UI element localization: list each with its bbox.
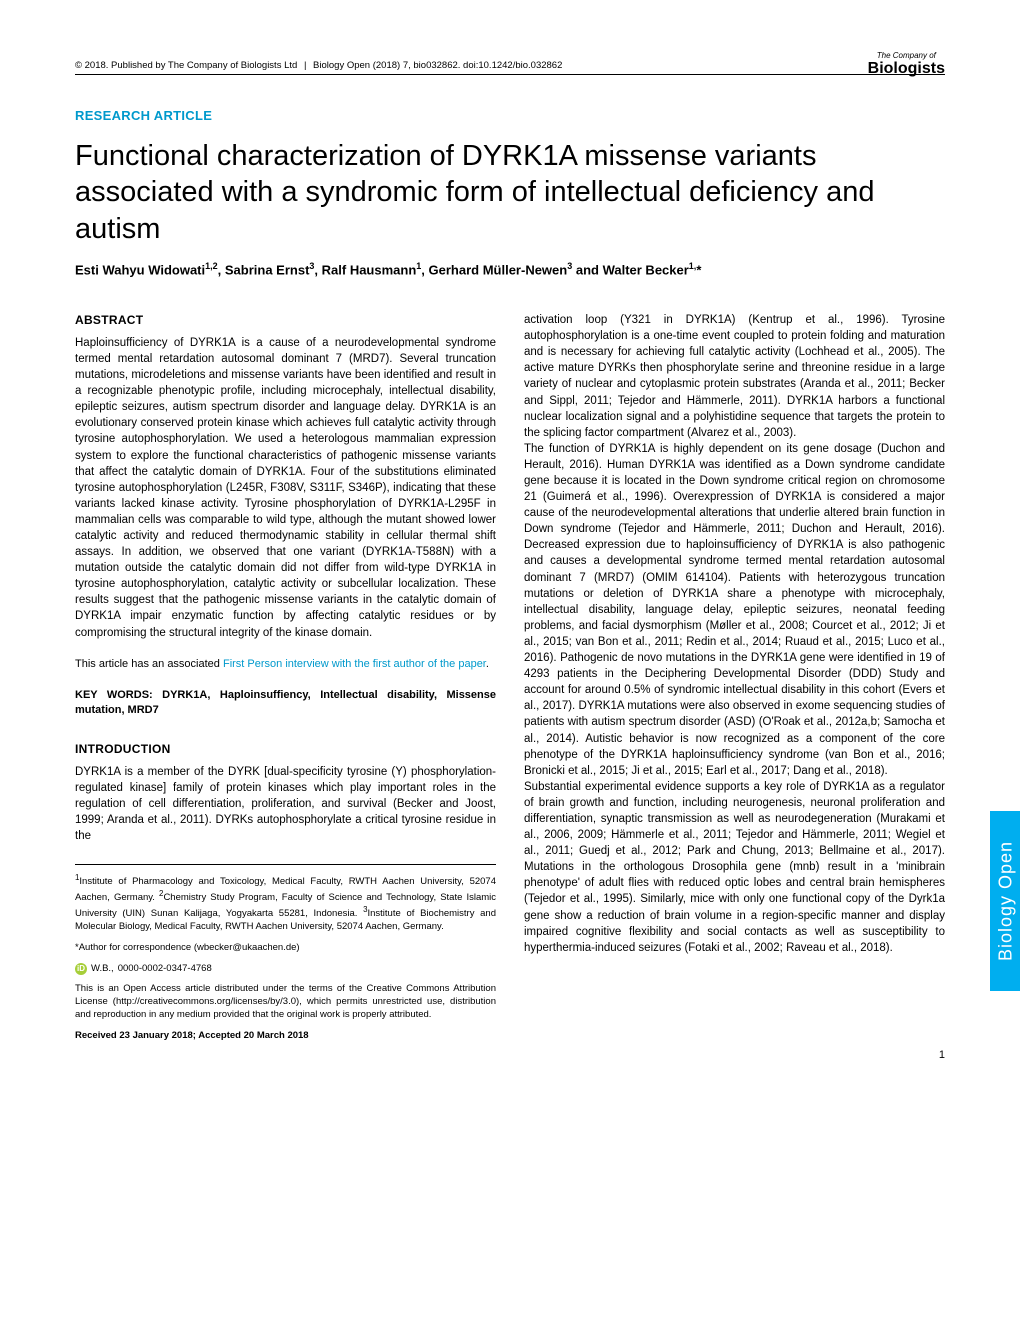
logo-main: Biologists [868, 60, 945, 77]
corresponding-author: *Author for correspondence (wbecker@ukaa… [75, 942, 496, 955]
left-column: ABSTRACT Haploinsufficiency of DYRK1A is… [75, 312, 496, 1051]
received-accepted: Received 23 January 2018; Accepted 20 Ma… [75, 1030, 496, 1043]
keywords: KEY WORDS: DYRK1A, Haploinsuffiency, Int… [75, 688, 496, 719]
orcid-icon: iD [75, 963, 87, 975]
article-title: Functional characterization of DYRK1A mi… [75, 138, 945, 247]
intro-heading: INTRODUCTION [75, 741, 496, 758]
right-column: activation loop (Y321 in DYRK1A) (Kentru… [524, 312, 945, 1051]
authors: Esti Wahyu Widowati1,2, Sabrina Ernst3, … [75, 261, 945, 277]
body-p3: Substantial experimental evidence suppor… [524, 779, 945, 956]
intro-p1: DYRK1A is a member of the DYRK [dual-spe… [75, 764, 496, 844]
affiliations: 1Institute of Pharmacology and Toxicolog… [75, 873, 496, 934]
license-text: This is an Open Access article distribut… [75, 983, 496, 1021]
page-number: 1 [939, 1049, 945, 1061]
orcid-id[interactable]: 0000-0002-0347-4768 [118, 963, 212, 976]
journal-citation: Biology Open (2018) 7, bio032862. doi:10… [313, 60, 562, 71]
first-person-note: This article has an associated First Per… [75, 657, 496, 672]
footnotes: 1Institute of Pharmacology and Toxicolog… [75, 864, 496, 1043]
orcid-line: iD W.B., 0000-0002-0347-4768 [75, 963, 212, 976]
first-person-link[interactable]: First Person interview with the first au… [223, 658, 486, 670]
body-p2: The function of DYRK1A is highly depende… [524, 441, 945, 779]
copyright: © 2018. Published by The Company of Biol… [75, 60, 297, 71]
logo-top: The Company of [868, 51, 945, 60]
abstract-heading: ABSTRACT [75, 312, 496, 329]
abstract-text: Haploinsufficiency of DYRK1A is a cause … [75, 335, 496, 641]
body-p1: activation loop (Y321 in DYRK1A) (Kentru… [524, 312, 945, 441]
section-label: RESEARCH ARTICLE [75, 108, 945, 123]
journal-tab: Biology Open [990, 811, 1020, 991]
